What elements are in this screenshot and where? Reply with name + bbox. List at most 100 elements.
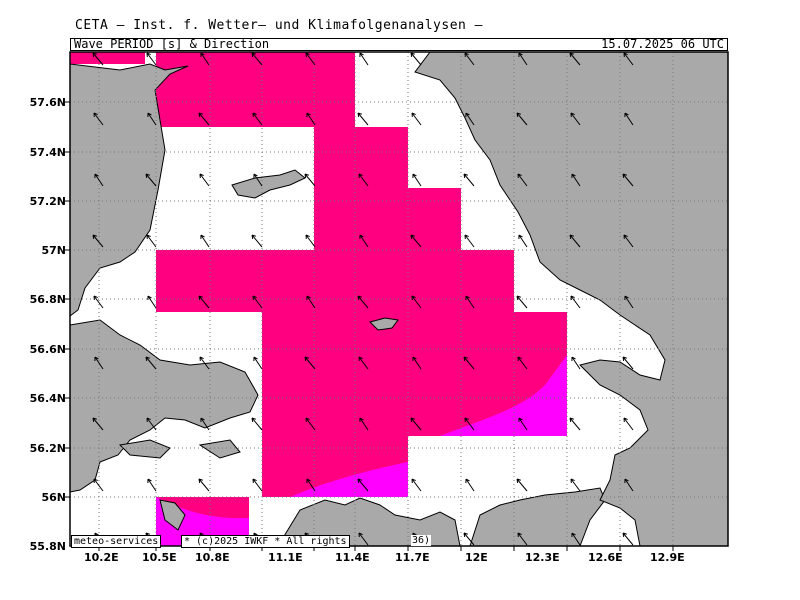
direction-arrow [571,356,581,370]
direction-arrow [198,478,210,492]
laeso-island [231,169,306,199]
direction-arrow [518,234,528,248]
direction-arrow [358,173,369,187]
direction-arrow [624,112,634,126]
direction-arrow [304,356,316,370]
direction-arrow [412,173,422,187]
lat-tick-label: 56.6N [30,343,66,356]
direction-arrow [623,234,634,248]
direction-arrow [92,234,104,248]
direction-arrow [516,478,528,492]
direction-arrow [94,356,104,370]
direction-arrow [92,52,104,66]
jutland-east [70,319,259,493]
direction-arrow [412,356,422,370]
direction-arrow [465,112,475,126]
lon-axis: 10.2E 10.5E 10.8E 11.1E 11.4E 11.7E 12E … [84,551,685,564]
direction-arrow [200,234,210,248]
direction-arrow [145,173,157,187]
sweden [414,52,728,546]
direction-arrow [251,52,263,66]
direction-arrow [465,478,475,492]
direction-arrow [200,417,210,431]
direction-arrow [518,52,528,66]
code-label: 36) [411,535,432,546]
direction-arrow [359,417,369,431]
direction-arrow [200,52,210,66]
direction-arrow [570,478,581,492]
direction-arrow [569,234,581,248]
direction-arrow [252,295,263,309]
zealand-east [469,487,606,546]
direction-arrow [94,173,104,187]
lat-tick-label: 57N [41,244,66,257]
direction-arrow [305,417,316,431]
direction-arrow [357,478,369,492]
wave-direction-arrows [92,52,634,546]
direction-arrow [516,112,528,126]
direction-arrow [518,417,528,431]
direction-arrow [622,356,634,370]
lon-tick-label: 11.7E [395,551,430,564]
map-title: CETA — Inst. f. Wetter— und Klimafolgena… [75,18,484,33]
direction-arrow [410,417,422,431]
direction-arrow [571,532,581,546]
lon-tick-label: 12.9E [650,551,685,564]
direction-arrow [569,52,581,66]
direction-arrow [306,478,316,492]
direction-arrow [464,234,475,248]
direction-arrow [306,295,316,309]
direction-arrow [92,417,104,431]
direction-arrow [623,417,634,431]
direction-arrow [463,356,475,370]
small-island-2 [198,439,241,459]
direction-arrow [570,112,581,126]
direction-arrow [146,234,157,248]
lon-tick-label: 12.6E [588,551,623,564]
lon-tick-label: 12E [465,551,488,564]
direction-arrow [253,173,263,187]
direction-arrow [464,417,475,431]
lon-tick-label: 10.2E [84,551,119,564]
direction-arrow [146,52,157,66]
direction-arrow [516,295,528,309]
direction-arrow [570,295,581,309]
direction-arrow [358,356,369,370]
direction-arrow [569,417,581,431]
grid-lines [70,52,728,546]
lon-tick-label: 12.3E [525,551,560,564]
direction-arrow [93,112,104,126]
lat-tick-label: 56.4N [30,392,66,405]
direction-arrow [305,234,316,248]
direction-arrow [252,112,263,126]
direction-arrow [357,112,369,126]
parameter-label: Wave PERIOD [s] & Direction [74,37,270,51]
direction-arrow [624,478,634,492]
lat-tick-label: 55.8N [30,540,66,553]
direction-arrow [146,417,157,431]
lon-tick-label: 10.8E [195,551,230,564]
small-island [118,439,171,459]
direction-arrow [359,52,369,66]
direction-arrow [251,234,263,248]
direction-arrow [252,478,263,492]
direction-arrow [411,112,422,126]
direction-arrow [147,295,157,309]
direction-arrow [410,52,422,66]
direction-arrow [198,112,210,126]
lat-tick-label: 57.6N [30,96,66,109]
direction-arrow [145,356,157,370]
copyright-label: * (c)2025 IWKF * All rights [181,535,350,548]
lon-tick-label: 11.4E [335,551,370,564]
direction-arrow [357,295,369,309]
direction-arrow [306,112,316,126]
direction-arrow [622,173,634,187]
direction-arrow [464,52,475,66]
direction-arrow [251,417,263,431]
direction-arrow [411,295,422,309]
direction-arrow [253,356,263,370]
direction-arrow [623,52,634,66]
lat-axis: 57.6N 57.4N 57.2N 57N 56.8N 56.6N 56.4N … [30,96,66,553]
source-label: meteo-services [71,535,162,548]
